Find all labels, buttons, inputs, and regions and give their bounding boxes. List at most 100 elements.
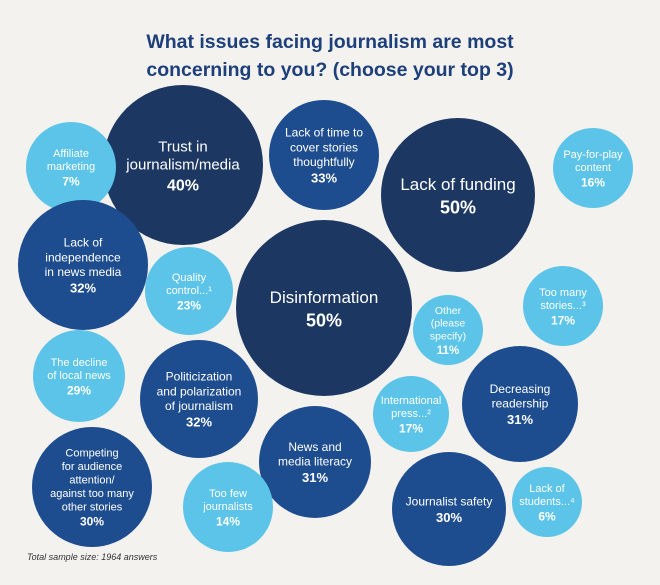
bubble-circle (33, 330, 125, 422)
bubble-label-line: Too few (209, 488, 247, 500)
bubble-circle (523, 266, 603, 346)
bubble-label-line: specify) (430, 330, 466, 342)
bubble-label-line: News and (288, 440, 341, 454)
bubble-label-line: content (575, 162, 611, 174)
bubble-value: 30% (436, 510, 462, 525)
bubble-value: 32% (70, 280, 96, 295)
bubble-circle (236, 220, 412, 396)
sample-size-note: Total sample size: 1964 answers (27, 552, 158, 562)
bubble-circle (392, 452, 506, 566)
bubble-label-line: control...¹ (166, 285, 212, 297)
bubble-circle (259, 406, 371, 518)
bubble-value: 31% (302, 470, 328, 485)
bubble-label-line: of journalism (165, 399, 233, 413)
bubble-label-line: independence (45, 250, 121, 264)
bubble-value: 29% (67, 383, 91, 397)
bubble-circle (145, 247, 233, 335)
bubble-value: 30% (80, 515, 104, 529)
bubble-value: 14% (216, 514, 240, 528)
bubble-circle (413, 295, 483, 365)
bubble-circle (26, 122, 116, 212)
bubble-label-line: press...² (391, 408, 431, 420)
bubble-value: 16% (581, 175, 605, 189)
bubble-circle (18, 200, 148, 330)
bubble-label-line: Disinformation (270, 288, 379, 307)
title-line-2: concerning to you? (choose your top 3) (146, 59, 514, 81)
bubble-label-line: marketing (47, 161, 95, 173)
bubble-label-line: attention/ (69, 475, 115, 487)
bubble-value: 32% (186, 414, 212, 429)
bubble-label-line: in news media (45, 265, 122, 279)
bubble-label-line: readership (492, 397, 549, 411)
bubble-label-line: Quality (172, 272, 207, 284)
bubble-circle (269, 100, 379, 210)
title-line-1: What issues facing journalism are most (146, 31, 514, 53)
bubble-label-line: thoughtfully (293, 155, 354, 169)
chart-title: What issues facing journalism are most c… (0, 28, 660, 84)
bubble-label-line: Lack of funding (400, 175, 515, 194)
bubble-label-line: Lack of (529, 483, 565, 495)
bubble-value: 7% (62, 174, 80, 188)
bubble-label-line: (please (431, 318, 466, 330)
bubble-disinformation: Disinformation 50% (236, 220, 412, 396)
bubble-value: 23% (177, 298, 201, 312)
bubble-trust-in-journalism-media: Trust in journalism/media 40% (103, 85, 263, 245)
bubble-label-line: Competing (65, 448, 118, 460)
bubble-label-line: students...⁴ (519, 496, 575, 508)
bubble-circle (103, 85, 263, 245)
bubble-value: 31% (507, 412, 533, 427)
bubble-label-line: Other (435, 305, 462, 317)
bubble-label-line: media literacy (278, 455, 352, 469)
bubble-circle (373, 376, 449, 452)
bubble-label-line: cover stories (290, 140, 358, 154)
bubble-label-line: other stories (62, 501, 123, 513)
bubble-circle (512, 467, 582, 537)
bubble-circle (462, 346, 578, 462)
bubble-lack-of-funding: Lack of funding 50% (381, 118, 535, 272)
bubble-circle (32, 427, 152, 547)
bubble-label-line: and polarization (157, 384, 242, 398)
bubble-value: 6% (538, 509, 556, 523)
bubble-value: 33% (311, 170, 337, 185)
bubble-label-line: against too many (50, 488, 134, 500)
bubble-label-line: Too many (539, 287, 587, 299)
bubble-label-line: Trust in (158, 138, 207, 155)
bubble-label-line: Decreasing (490, 382, 551, 396)
bubble-label-line: Lack of (64, 236, 103, 250)
bubble-label-line: Journalist safety (406, 494, 493, 508)
bubble-label-line: International (381, 395, 442, 407)
bubble-value: 11% (437, 345, 459, 357)
bubble-value: 40% (167, 177, 199, 194)
bubble-label-line: stories...³ (540, 300, 586, 312)
bubble-circle (553, 128, 633, 208)
bubble-label-line: Affiliate (53, 148, 89, 160)
bubble-value: 50% (440, 197, 476, 217)
bubble-circle (140, 340, 258, 458)
bubble-circle (183, 462, 273, 552)
bubble-label-line: of local news (47, 370, 111, 382)
bubble-value: 17% (551, 313, 575, 327)
bubble-label-line: Politicization (166, 370, 233, 384)
bubble-value: 50% (306, 310, 342, 330)
bubble-label-line: Pay-for-play (563, 149, 623, 161)
bubble-label-line: journalism/media (125, 157, 240, 174)
bubble-circle (381, 118, 535, 272)
bubble-value: 17% (399, 421, 423, 435)
bubble-label-line: The decline (51, 357, 108, 369)
bubble-label-line: for audience (62, 461, 123, 473)
